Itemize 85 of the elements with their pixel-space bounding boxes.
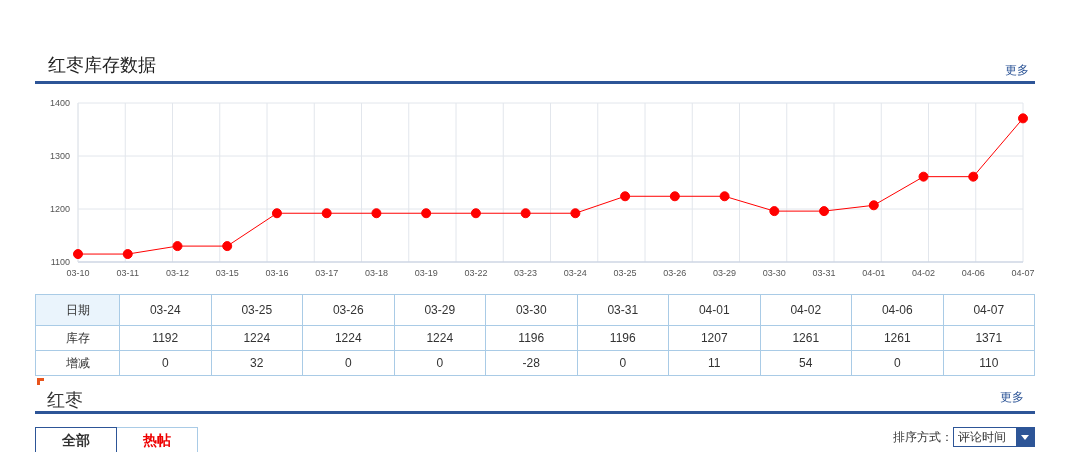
- data-label: 32: [211, 350, 303, 376]
- point: [1018, 113, 1028, 124]
- x-tick-label: 03-17: [315, 268, 339, 279]
- x-tick-label: 03-12: [165, 268, 189, 279]
- point: [222, 241, 233, 252]
- x-tick-label: 03-26: [663, 268, 687, 279]
- x-tick-label: 03-11: [116, 268, 139, 279]
- x-tick-label: 04-02: [912, 268, 936, 279]
- point: [172, 241, 183, 252]
- category-label: 04-07: [943, 294, 1035, 326]
- category-label: 03-29: [394, 294, 486, 326]
- data-label: 0: [577, 350, 669, 376]
- data-label: 0: [851, 350, 943, 376]
- y-tick-label: 1400: [49, 98, 70, 109]
- x-tick-label: 04-01: [862, 268, 886, 279]
- point: [968, 171, 979, 182]
- category-label: 04-06: [851, 294, 943, 326]
- category-label: 04-01: [668, 294, 760, 326]
- point: [321, 208, 332, 219]
- point: [470, 208, 481, 219]
- data-label: 1192: [119, 325, 211, 351]
- data-label: 54: [760, 350, 852, 376]
- y-tick-label: 1100: [50, 257, 70, 268]
- category-label: 04-02: [760, 294, 852, 326]
- x-tick-label: 03-29: [713, 268, 737, 279]
- data-label: 1371: [943, 325, 1035, 351]
- text: 全部: [35, 427, 117, 452]
- data-label: 0: [302, 350, 394, 376]
- point: [620, 191, 631, 202]
- x-tick-label: 03-19: [414, 268, 438, 279]
- text: 日期: [35, 294, 120, 326]
- data-label: 11: [668, 350, 760, 376]
- y-tick-label: 1200: [49, 204, 70, 215]
- x-tick-label: 03-30: [762, 268, 786, 279]
- x-tick-label: 04-07: [1011, 268, 1035, 279]
- data-label: 1207: [668, 325, 760, 351]
- point: [868, 200, 879, 211]
- data-label: 110: [943, 350, 1035, 376]
- x-tick-label: 03-25: [613, 268, 637, 279]
- text: 增减: [35, 350, 120, 376]
- point: [122, 249, 133, 260]
- x-tick-label: 03-22: [464, 268, 488, 279]
- data-label: -28: [485, 350, 577, 376]
- x-tick-label: 03-15: [215, 268, 239, 279]
- x-tick-label: 03-31: [812, 268, 836, 279]
- x-tick-label: 03-18: [364, 268, 388, 279]
- y-tick-label: 1300: [49, 151, 70, 162]
- category-label: 03-24: [119, 294, 211, 326]
- text: 库存: [35, 325, 120, 351]
- data-label: 1224: [302, 325, 394, 351]
- point: [421, 208, 432, 219]
- point: [520, 208, 531, 219]
- point: [73, 249, 83, 260]
- text: 热帖: [117, 427, 198, 452]
- data-label: 0: [119, 350, 211, 376]
- text: 评论时间: [958, 430, 1006, 444]
- category-label: 03-26: [302, 294, 394, 326]
- data-label: 1196: [485, 325, 577, 351]
- x-tick-label: 04-06: [961, 268, 985, 279]
- text: 更多: [1000, 389, 1024, 406]
- data-label: 0: [394, 350, 486, 376]
- x-tick-label: 03-23: [514, 268, 538, 279]
- point: [918, 171, 929, 182]
- category-label: 03-25: [211, 294, 303, 326]
- x-tick-label: 03-10: [66, 268, 90, 279]
- category-label: 03-30: [485, 294, 577, 326]
- data-label: 1196: [577, 325, 669, 351]
- data-label: 1224: [211, 325, 303, 351]
- data-label: 1224: [394, 325, 486, 351]
- point: [570, 208, 581, 219]
- point: [371, 208, 382, 219]
- point: [719, 191, 730, 202]
- data-label: 1261: [851, 325, 943, 351]
- text: 更多: [1005, 62, 1029, 79]
- category-label: 03-31: [577, 294, 669, 326]
- point: [271, 208, 282, 219]
- chart-title: 红枣库存数据: [48, 54, 156, 77]
- data-label: 1261: [760, 325, 852, 351]
- text: 排序方式：: [893, 429, 953, 446]
- point: [669, 191, 680, 202]
- point: [819, 206, 830, 217]
- x-tick-label: 03-24: [563, 268, 587, 279]
- text: 红枣: [47, 389, 83, 412]
- x-tick-label: 03-16: [265, 268, 289, 279]
- point: [769, 206, 780, 217]
